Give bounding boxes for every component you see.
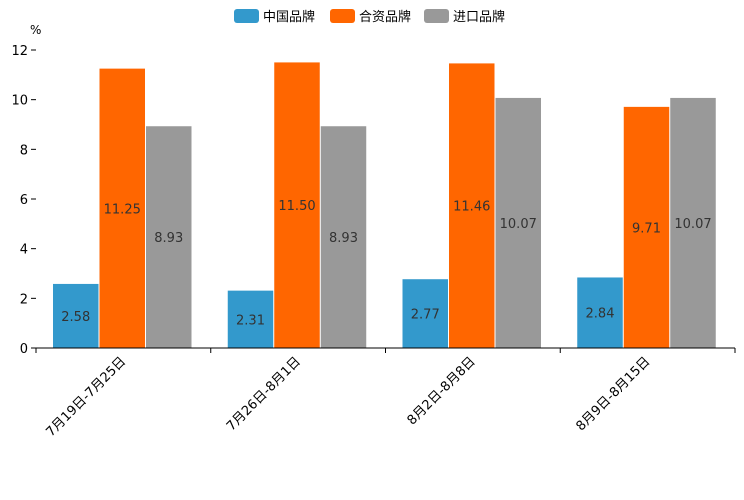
legend-item[interactable]: 中国品牌 [234,9,315,25]
data-label: 10.07 [674,217,711,232]
legend-swatch [234,9,259,23]
legend-item[interactable]: 合资品牌 [330,9,411,25]
bar-2-2[interactable] [274,62,320,349]
y-tick-label: 12 [11,44,28,59]
y-tick-label: 6 [20,193,28,208]
bar-1-1[interactable] [53,283,99,348]
y-tick-label: 0 [20,342,28,357]
y-tick-label: 2 [20,292,28,307]
data-label: 11.50 [278,199,315,214]
legend-label: 进口品牌 [453,9,505,25]
y-tick-label: 10 [11,94,28,109]
data-label: 8.93 [154,231,183,246]
bar-3-1[interactable] [146,126,192,348]
bar-1-3[interactable] [402,279,449,348]
legend-item[interactable]: 进口品牌 [424,9,505,25]
bar-3-4[interactable] [670,97,716,348]
legend-label: 中国品牌 [263,9,315,25]
x-tick-label: 8月2日-8月8日 [405,354,479,428]
legend: 中国品牌 合资品牌 进口品牌 [234,9,505,25]
data-label: 9.71 [632,221,661,236]
x-tick-label: 8月9日-8月15日 [574,354,654,434]
bar-2-4[interactable] [623,106,670,348]
bar-3-3[interactable] [495,97,542,348]
bar-1-2[interactable] [227,290,274,348]
legend-label: 合资品牌 [359,9,411,25]
bar-3-2[interactable] [320,126,367,348]
x-axis: 7月19日-7月25日 7月26日-8月1日 8月2日-8月8日 8月9日-8月15日 [35,347,736,440]
y-axis-unit-label: % [30,23,41,37]
y-axis: 0 2 4 6 8 10 12 [11,44,36,357]
data-label: 11.25 [104,202,141,217]
data-label: 2.84 [586,307,615,322]
bar-2-3[interactable] [449,63,495,348]
data-label: 11.46 [453,200,490,215]
x-tick-label: 7月26日-8月1日 [224,354,304,434]
bars: 2.58 11.25 8.93 2.31 11.50 8.93 2.77 11.46 10.07… [53,62,716,349]
data-label: 10.07 [500,217,537,232]
data-label: 2.77 [411,308,440,323]
data-label: 2.58 [61,310,90,325]
x-tick-label: 7月19日-7月25日 [43,354,129,440]
bar-2-1[interactable] [99,68,146,348]
data-label: 8.93 [329,231,358,246]
y-tick-label: 4 [20,243,28,258]
legend-swatch [330,9,355,23]
bar-1-4[interactable] [577,277,623,348]
y-tick-label: 8 [20,143,28,158]
legend-swatch [424,9,449,23]
data-label: 2.31 [236,313,265,328]
